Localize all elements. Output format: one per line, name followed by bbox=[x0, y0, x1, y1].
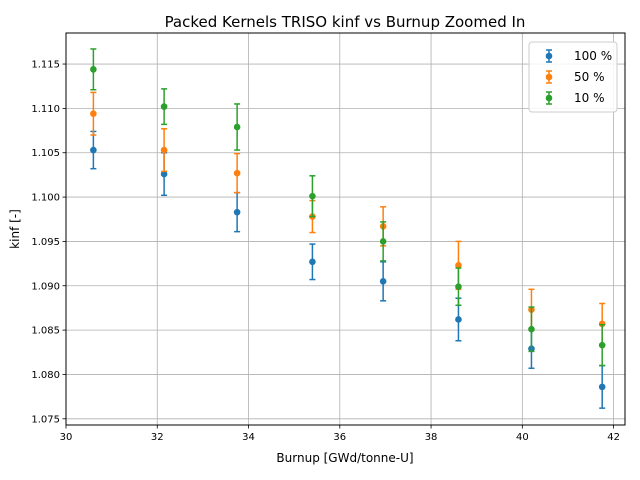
data-point bbox=[160, 146, 168, 154]
y-tick-label: 1.100 bbox=[31, 193, 60, 204]
data-point bbox=[379, 278, 387, 285]
data-point bbox=[233, 123, 241, 131]
data-point bbox=[598, 383, 606, 391]
legend-entry-3: 10 % bbox=[545, 91, 605, 105]
legend-marker bbox=[545, 52, 553, 60]
legend-label: 10 % bbox=[574, 91, 605, 105]
data-point bbox=[455, 316, 462, 323]
legend-frame bbox=[528, 41, 618, 113]
legend-marker bbox=[545, 94, 553, 102]
y-tick-label: 1.085 bbox=[31, 326, 60, 337]
data-point bbox=[309, 192, 316, 200]
y-tick-label: 1.110 bbox=[31, 104, 60, 115]
y-tick-label: 1.115 bbox=[31, 60, 60, 71]
chart-title: Packed Kernels TRISO kinf vs Burnup Zoom… bbox=[165, 13, 526, 31]
x-tick-label: 42 bbox=[607, 432, 620, 443]
legend-label: 50 % bbox=[574, 70, 605, 84]
x-tick-label: 36 bbox=[333, 432, 346, 443]
series-3 bbox=[90, 48, 606, 367]
plot-frame bbox=[65, 32, 626, 426]
data-point bbox=[309, 258, 316, 266]
data-point bbox=[160, 103, 168, 110]
data-point bbox=[90, 66, 97, 73]
x-tick-label: 40 bbox=[516, 432, 529, 443]
data-point bbox=[90, 110, 97, 118]
data-point bbox=[455, 262, 462, 269]
x-tick-label: 38 bbox=[425, 432, 438, 443]
y-tick-label: 1.095 bbox=[31, 237, 60, 248]
legend-marker bbox=[545, 73, 553, 81]
y-tick-label: 1.090 bbox=[31, 281, 60, 292]
x-tick-label: 30 bbox=[60, 432, 73, 443]
ticks: 30 32 34 36 38 40 42 1.075 1.080 1.085 1.090 1.095 1… bbox=[31, 60, 620, 443]
y-tick-label: 1.080 bbox=[31, 370, 60, 381]
data-point bbox=[90, 146, 97, 154]
y-tick-label: 1.105 bbox=[31, 148, 60, 159]
data-point bbox=[598, 320, 606, 328]
series-1 bbox=[90, 130, 606, 409]
x-axis-label: Burnup [GWd/tonne-U] bbox=[276, 451, 413, 465]
legend-entry-2: 50 % bbox=[545, 70, 605, 84]
x-tick-label: 34 bbox=[242, 432, 255, 443]
x-tick-label: 32 bbox=[151, 432, 164, 443]
legend-entry-1: 100 % bbox=[545, 49, 612, 63]
data-point bbox=[598, 341, 606, 349]
y-tick-label: 1.075 bbox=[31, 414, 60, 425]
data-point bbox=[379, 238, 387, 245]
grid bbox=[65, 33, 625, 425]
legend: 100 % 50 % 10 % bbox=[528, 41, 618, 113]
data-points bbox=[90, 48, 606, 409]
data-point bbox=[233, 208, 241, 216]
y-axis-label: kinf [-] bbox=[8, 209, 22, 249]
data-point bbox=[160, 170, 168, 178]
data-point bbox=[528, 325, 535, 333]
series-2 bbox=[90, 91, 606, 346]
legend-label: 100 % bbox=[574, 49, 612, 63]
data-point bbox=[233, 169, 241, 177]
data-point bbox=[455, 283, 462, 290]
